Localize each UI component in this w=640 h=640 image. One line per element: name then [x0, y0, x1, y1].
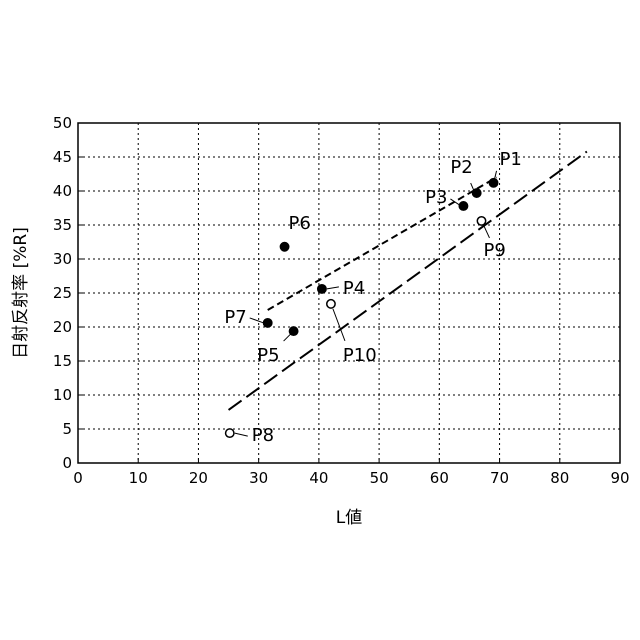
y-tick-label: 10 — [53, 386, 72, 404]
point-label: P1 — [500, 149, 522, 170]
point-label: P8 — [252, 425, 274, 446]
point-label: P2 — [450, 157, 472, 178]
y-tick-label: 25 — [53, 284, 72, 302]
point-label: P3 — [425, 187, 447, 208]
point-label: P4 — [343, 278, 365, 299]
data-point-p5 — [289, 327, 297, 335]
data-point-p8 — [226, 429, 234, 437]
y-tick-label: 20 — [53, 318, 72, 336]
data-point-p3 — [459, 202, 467, 210]
y-tick-label: 35 — [53, 216, 72, 234]
point-label: P5 — [257, 345, 279, 366]
x-tick-label: 80 — [550, 469, 569, 487]
y-tick-label: 5 — [62, 420, 72, 438]
data-point-p6 — [280, 243, 288, 251]
point-label: P9 — [483, 240, 505, 261]
y-tick-label: 50 — [53, 114, 72, 132]
data-point-p4 — [318, 285, 326, 293]
data-point-p2 — [472, 189, 480, 197]
x-tick-label: 70 — [490, 469, 509, 487]
y-tick-label: 0 — [62, 454, 72, 472]
x-tick-label: 20 — [189, 469, 208, 487]
x-tick-label: 0 — [73, 469, 83, 487]
y-axis-title: 日射反射率 [%R] — [11, 227, 31, 359]
x-axis-title: L値 — [336, 508, 362, 528]
y-tick-label: 15 — [53, 352, 72, 370]
x-tick-label: 90 — [610, 469, 629, 487]
data-point-p1 — [489, 179, 497, 187]
data-point-p7 — [264, 319, 272, 327]
x-tick-label: 30 — [249, 469, 268, 487]
point-label: P7 — [224, 307, 246, 328]
point-label: P6 — [289, 213, 311, 234]
x-tick-label: 40 — [309, 469, 328, 487]
y-tick-label: 30 — [53, 250, 72, 268]
y-tick-label: 45 — [53, 148, 72, 166]
x-tick-label: 50 — [370, 469, 389, 487]
x-tick-label: 60 — [430, 469, 449, 487]
data-point-p9 — [477, 217, 485, 225]
point-label: P10 — [343, 345, 377, 366]
x-tick-label: 10 — [129, 469, 148, 487]
data-point-p10 — [327, 300, 335, 308]
y-tick-label: 40 — [53, 182, 72, 200]
